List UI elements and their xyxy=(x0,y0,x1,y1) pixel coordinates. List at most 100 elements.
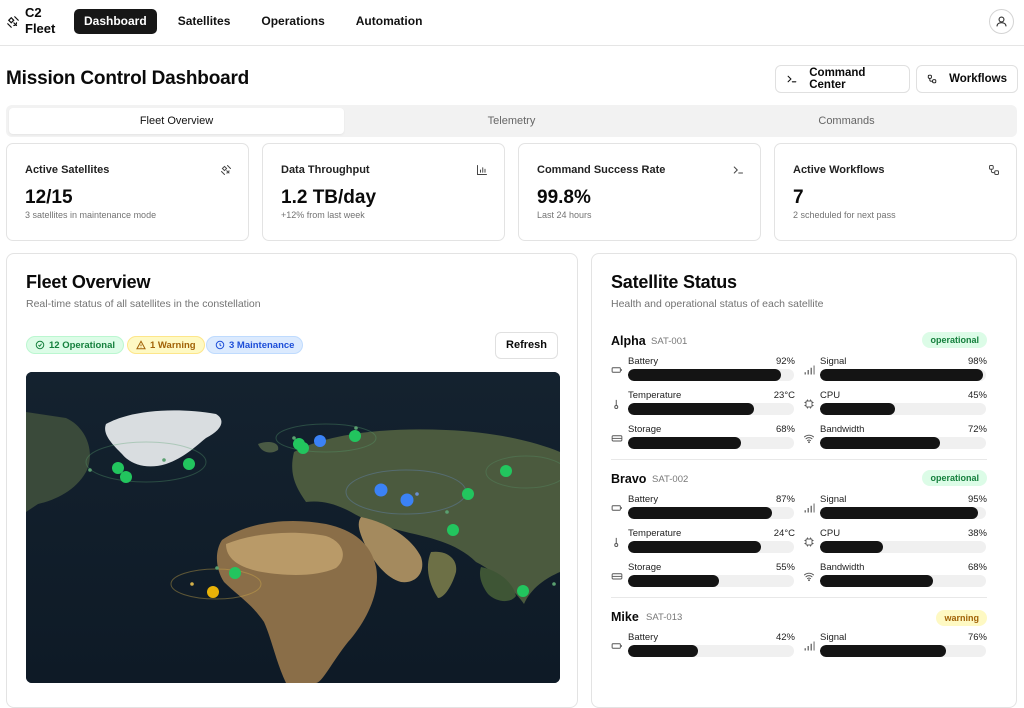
satellite-status-title: Satellite Status xyxy=(611,272,737,292)
nav-satellites[interactable]: Satellites xyxy=(177,14,231,28)
signal-icon xyxy=(804,641,815,651)
satellite-marker-operational[interactable] xyxy=(112,462,124,474)
metric-bar-fill xyxy=(820,541,884,553)
metric-battery: Battery 92% xyxy=(611,356,795,381)
satellite-marker-operational[interactable] xyxy=(297,442,309,454)
metric-bar xyxy=(628,369,794,381)
operational-count: 12 Operational xyxy=(49,339,115,351)
stat-subtext: 3 satellites in maintenance mode xyxy=(25,210,157,220)
satellite-status-panel: Satellite Status Health and operational … xyxy=(591,253,1017,708)
user-avatar-button[interactable] xyxy=(989,9,1014,34)
fleet-overview-title: Fleet Overview xyxy=(26,272,151,292)
metric-cpu: CPU 38% xyxy=(803,528,987,553)
terminal-icon xyxy=(787,75,797,83)
metric-label: Temperature xyxy=(628,390,682,401)
bar-chart-icon xyxy=(477,165,487,175)
divider xyxy=(611,597,987,598)
signal-icon xyxy=(804,365,815,375)
nav-operations[interactable]: Operations xyxy=(261,14,325,28)
greenland xyxy=(105,410,222,467)
thermometer-icon xyxy=(614,399,619,409)
trail-dot xyxy=(162,458,166,462)
metric-label: Storage xyxy=(628,562,662,573)
metric-storage: Storage 68% xyxy=(611,424,795,449)
metric-bar-fill xyxy=(820,645,947,657)
metric-value: 98% xyxy=(967,356,987,367)
operational-badge[interactable]: 12 Operational xyxy=(26,336,124,354)
tab-telemetry[interactable]: Telemetry xyxy=(487,115,536,127)
metric-bandwidth: Bandwidth 72% xyxy=(803,424,987,449)
metric-value: 42% xyxy=(775,632,795,643)
cpu-icon xyxy=(804,537,814,547)
satellite-card-mike[interactable]: Mike SAT-013 warning Battery 42% Signal … xyxy=(611,610,987,660)
warning-badge[interactable]: 1 Warning xyxy=(127,336,205,354)
thermometer-icon xyxy=(614,537,619,547)
workflow-icon xyxy=(989,165,999,175)
metric-bandwidth: Bandwidth 68% xyxy=(803,562,987,587)
metric-label: Battery xyxy=(628,632,659,643)
command-center-button[interactable]: Command Center xyxy=(775,65,910,93)
satellite-marker-maintenance[interactable] xyxy=(374,483,388,497)
brand[interactable]: C2 Fleet xyxy=(6,5,65,37)
metric-signal: Signal 98% xyxy=(803,356,987,381)
metric-value: 72% xyxy=(967,424,987,435)
trail-dot xyxy=(215,566,219,570)
metric-battery: Battery 42% xyxy=(611,632,795,657)
stat-card-command-success: Command Success Rate 99.8% Last 24 hours xyxy=(518,143,761,241)
signal-icon xyxy=(804,503,815,513)
metric-bar-fill xyxy=(628,645,698,657)
command-center-label: Command Center xyxy=(809,67,866,91)
satellite-marker-operational[interactable] xyxy=(447,524,459,536)
stat-value: 12/15 xyxy=(25,187,73,208)
satellite-marker-operational[interactable] xyxy=(500,465,512,477)
satellite-marker-operational[interactable] xyxy=(462,488,474,500)
metric-bar xyxy=(820,437,986,449)
satellite-marker-maintenance[interactable] xyxy=(400,493,414,507)
metric-bar xyxy=(820,369,986,381)
top-navigation: C2 Fleet Dashboard Satellites Operations… xyxy=(0,0,1024,46)
satellite-name: Mike xyxy=(611,610,639,624)
metric-bar-fill xyxy=(820,369,983,381)
nav-dashboard[interactable]: Dashboard xyxy=(74,9,157,34)
satellite-card-bravo[interactable]: Bravo SAT-002 operational Battery 87% Si… xyxy=(611,470,987,592)
hard-drive-icon xyxy=(611,573,623,580)
status-badge: warning xyxy=(936,610,987,626)
satellite-id: SAT-001 xyxy=(651,336,688,347)
trail-dot xyxy=(445,510,449,514)
satellite-marker-warning[interactable] xyxy=(207,586,219,598)
metric-label: CPU xyxy=(820,390,841,401)
satellite-marker-operational[interactable] xyxy=(120,471,132,483)
metric-bar xyxy=(820,575,986,587)
stat-value: 7 xyxy=(793,187,804,208)
tab-fleet-overview[interactable]: Fleet Overview xyxy=(9,108,344,134)
stat-value: 99.8% xyxy=(537,187,591,208)
tab-commands[interactable]: Commands xyxy=(818,115,875,127)
satellite-icon xyxy=(7,15,19,28)
satellite-marker-operational[interactable] xyxy=(229,567,241,579)
satellite-map-svg xyxy=(26,372,560,683)
trail-dot xyxy=(88,468,92,472)
hard-drive-icon xyxy=(611,435,623,442)
satellite-marker-maintenance[interactable] xyxy=(314,435,326,447)
metric-bar xyxy=(820,645,986,657)
satellite-card-alpha[interactable]: Alpha SAT-001 operational Battery 92% Si… xyxy=(611,332,987,454)
metric-temperature: Temperature 24°C xyxy=(611,528,795,553)
divider xyxy=(611,459,987,460)
southeast-asia xyxy=(479,567,516,602)
nav-automation[interactable]: Automation xyxy=(355,14,423,28)
workflows-button[interactable]: Workflows xyxy=(916,65,1018,93)
satellite-marker-operational[interactable] xyxy=(349,430,361,442)
check-circle-icon xyxy=(35,340,45,350)
arabia xyxy=(358,517,423,583)
refresh-button[interactable]: Refresh xyxy=(495,332,558,359)
metric-bar xyxy=(628,575,794,587)
metric-battery: Battery 87% xyxy=(611,494,795,519)
metric-label: Signal xyxy=(820,356,847,367)
maintenance-badge[interactable]: 3 Maintenance xyxy=(206,336,304,354)
world-map[interactable] xyxy=(26,372,560,683)
satellite-marker-operational[interactable] xyxy=(183,458,195,470)
stat-card-data-throughput: Data Throughput 1.2 TB/day +12% from las… xyxy=(262,143,505,241)
stat-label: Data Throughput xyxy=(281,164,370,176)
metric-value: 38% xyxy=(967,528,987,539)
satellite-marker-operational[interactable] xyxy=(517,585,529,597)
